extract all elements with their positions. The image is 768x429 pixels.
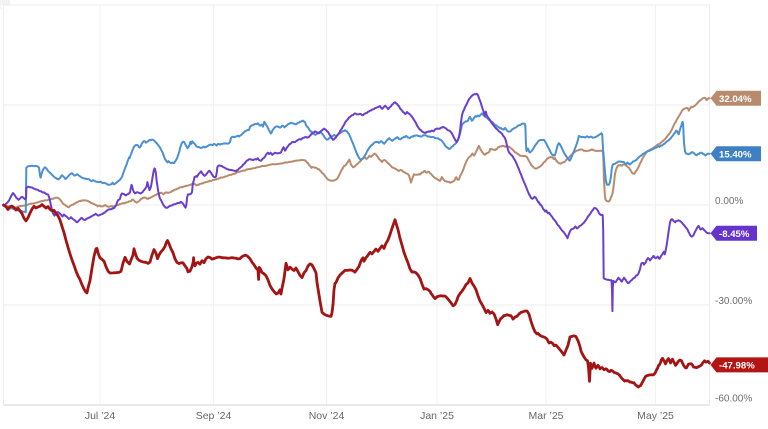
svg-text:-30.00%: -30.00% <box>715 296 752 307</box>
svg-text:15.40%: 15.40% <box>719 149 752 160</box>
svg-text:32.04%: 32.04% <box>719 94 752 105</box>
svg-text:Sep ’24: Sep ’24 <box>196 410 232 422</box>
svg-text:Mar ’25: Mar ’25 <box>528 410 563 422</box>
svg-text:Jan ’25: Jan ’25 <box>420 410 454 422</box>
svg-text:May ’25: May ’25 <box>637 410 674 422</box>
svg-text:-47.98%: -47.98% <box>719 361 755 372</box>
svg-text:Jul ’24: Jul ’24 <box>85 410 116 422</box>
svg-text:Nov ’24: Nov ’24 <box>309 410 345 422</box>
svg-text:-60.00%: -60.00% <box>715 394 752 405</box>
svg-text:0.00%: 0.00% <box>715 196 743 207</box>
svg-text:-8.45%: -8.45% <box>719 229 750 240</box>
